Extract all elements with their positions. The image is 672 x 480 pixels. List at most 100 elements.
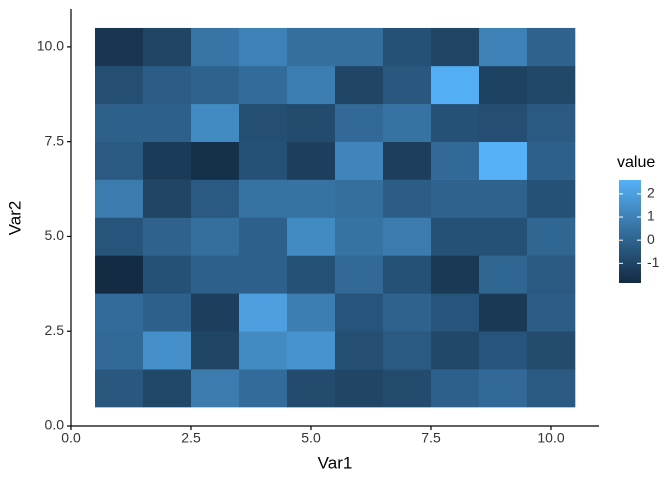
tile xyxy=(191,179,240,218)
tile xyxy=(95,369,144,408)
tile xyxy=(191,65,240,105)
tile xyxy=(287,255,336,294)
tile xyxy=(287,27,336,67)
tile xyxy=(431,293,480,332)
tile xyxy=(431,141,480,180)
tile xyxy=(335,217,384,256)
tile xyxy=(383,369,432,408)
tile xyxy=(479,103,528,142)
x-tick-label: 2.5 xyxy=(181,430,201,446)
tile xyxy=(527,369,576,408)
tile xyxy=(191,141,240,180)
tile xyxy=(479,331,528,370)
tile xyxy=(143,27,192,67)
tile xyxy=(239,141,288,180)
tile xyxy=(527,179,576,218)
tile xyxy=(287,141,336,180)
tile xyxy=(143,217,192,256)
tile xyxy=(239,217,288,256)
tile xyxy=(335,179,384,218)
tile xyxy=(335,331,384,370)
legend-tick-label: 1 xyxy=(647,208,655,224)
tile xyxy=(527,217,576,256)
tile xyxy=(383,65,432,105)
tile xyxy=(191,27,240,67)
tile xyxy=(431,255,480,294)
legend-title: value xyxy=(617,154,655,171)
tile xyxy=(143,103,192,142)
tile xyxy=(479,293,528,332)
tile xyxy=(431,331,480,370)
tile xyxy=(479,65,528,105)
tile xyxy=(287,103,336,142)
tile xyxy=(383,179,432,218)
tile xyxy=(479,141,528,180)
tile xyxy=(479,369,528,408)
tile xyxy=(95,103,144,142)
legend-tick-label: 0 xyxy=(647,231,655,247)
tile xyxy=(287,293,336,332)
tile xyxy=(335,65,384,105)
tile xyxy=(143,65,192,105)
y-tick-label: 7.5 xyxy=(45,132,65,148)
y-axis-title: Var2 xyxy=(5,201,24,236)
legend-tick-label: -1 xyxy=(647,254,660,270)
tile xyxy=(287,179,336,218)
tile xyxy=(383,293,432,332)
tile xyxy=(95,141,144,180)
tile xyxy=(479,27,528,67)
legend-tick-label: 2 xyxy=(647,185,655,201)
tile xyxy=(239,331,288,370)
tile xyxy=(479,179,528,218)
tile xyxy=(287,65,336,105)
tile xyxy=(95,255,144,294)
tile xyxy=(239,293,288,332)
tile xyxy=(431,179,480,218)
y-tick-label: 2.5 xyxy=(45,322,65,338)
tile xyxy=(191,293,240,332)
tile xyxy=(383,255,432,294)
x-tick-label: 0.0 xyxy=(61,430,81,446)
tile xyxy=(335,27,384,67)
tile xyxy=(143,179,192,218)
tile xyxy=(239,65,288,105)
tile xyxy=(479,255,528,294)
tile xyxy=(287,217,336,256)
tile xyxy=(479,217,528,256)
x-tick-label: 5.0 xyxy=(301,430,321,446)
tile xyxy=(191,103,240,142)
tile xyxy=(95,27,144,67)
tile xyxy=(383,103,432,142)
tile xyxy=(527,103,576,142)
tile xyxy=(143,255,192,294)
tile xyxy=(431,27,480,67)
tile xyxy=(95,217,144,256)
tile xyxy=(191,331,240,370)
y-tick-label: 10.0 xyxy=(37,38,64,54)
tile xyxy=(191,369,240,408)
tile xyxy=(383,27,432,67)
tile xyxy=(527,293,576,332)
tile xyxy=(527,65,576,105)
tile xyxy=(239,27,288,67)
tile xyxy=(143,141,192,180)
tile xyxy=(527,141,576,180)
tile xyxy=(431,65,480,105)
tile xyxy=(143,331,192,370)
tile xyxy=(335,255,384,294)
tile xyxy=(239,369,288,408)
tile xyxy=(191,255,240,294)
tile xyxy=(527,27,576,67)
tile xyxy=(383,217,432,256)
tile xyxy=(335,141,384,180)
x-axis-title: Var1 xyxy=(318,453,353,472)
tile xyxy=(383,331,432,370)
tile xyxy=(335,293,384,332)
tile xyxy=(95,331,144,370)
x-tick-label: 10.0 xyxy=(537,430,564,446)
tile xyxy=(95,65,144,105)
tile xyxy=(239,179,288,218)
tile xyxy=(383,141,432,180)
tile xyxy=(431,103,480,142)
y-tick-label: 0.0 xyxy=(45,417,65,433)
